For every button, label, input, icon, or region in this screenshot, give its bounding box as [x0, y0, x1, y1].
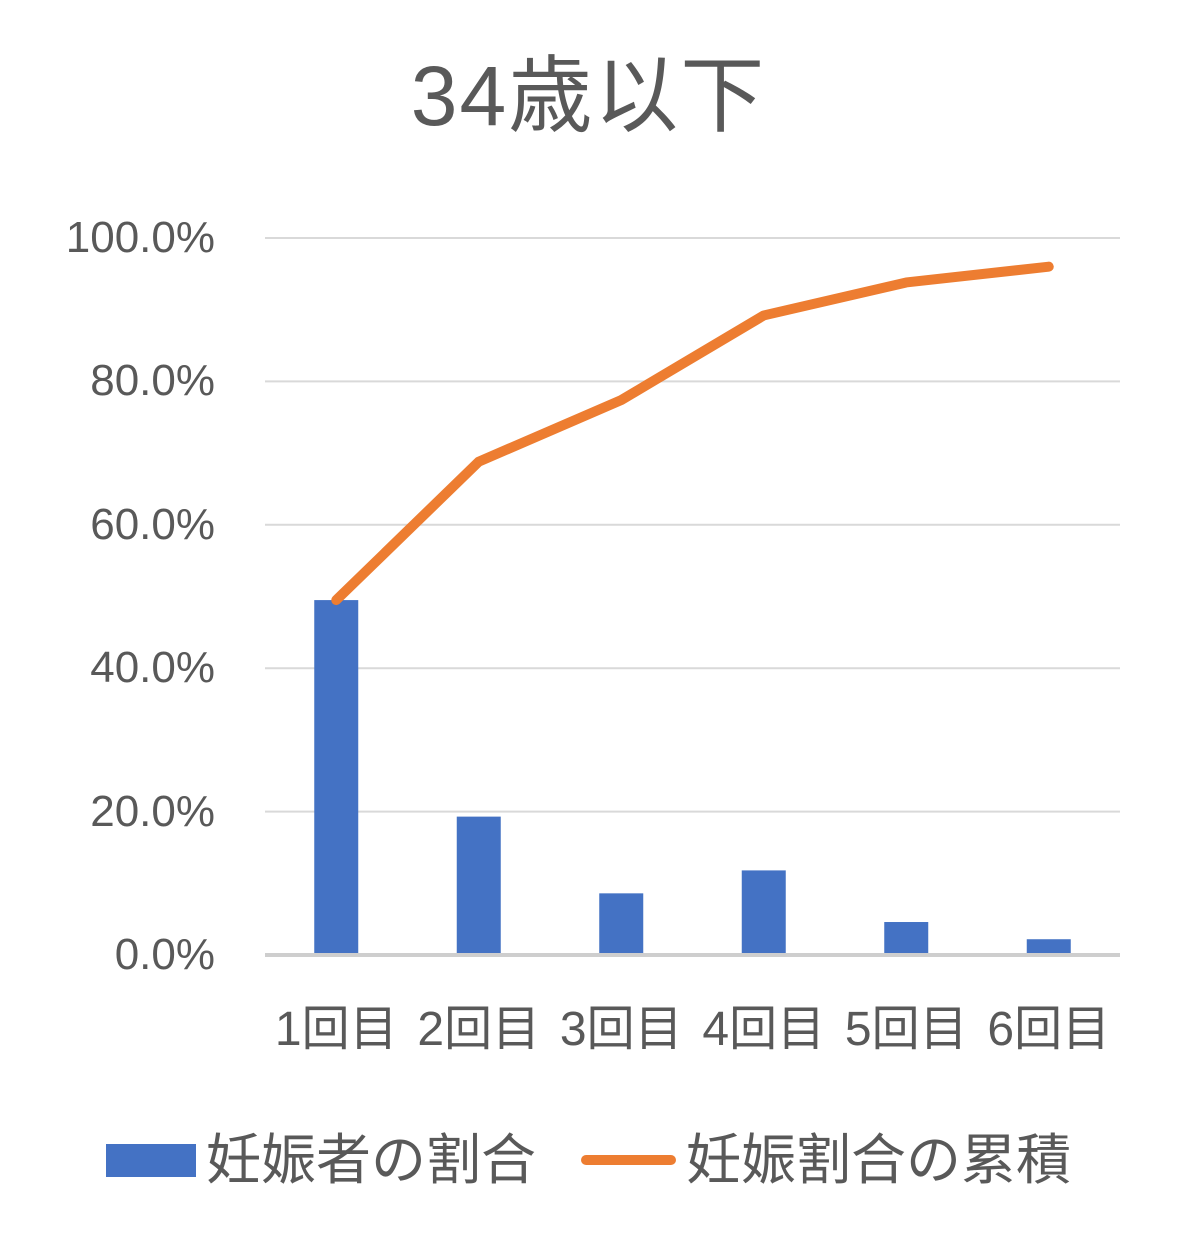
y-axis-tick-label: 80.0%: [90, 356, 215, 406]
y-axis: 0.0% 20.0% 40.0% 60.0% 80.0% 100.0%: [0, 0, 215, 1246]
y-axis-tick-label: 40.0%: [90, 643, 215, 693]
cumulative-line: [331, 261, 1054, 606]
bar-4回目: [741, 870, 786, 955]
bar-1回目: [314, 600, 359, 955]
x-axis-category-label: 3回目: [559, 1003, 683, 1056]
legend: 妊娠者の割合 妊娠割合の累積: [0, 1122, 1177, 1198]
chart-title: 34歳以下: [410, 49, 767, 143]
x-axis-category-label: 5回目: [844, 1003, 968, 1056]
legend-line-swatch-icon: [581, 1155, 676, 1165]
x-axis-category-label: 4回目: [702, 1003, 826, 1056]
legend-item-cumulative: 妊娠割合の累積: [581, 1122, 1071, 1198]
legend-label-cumulative: 妊娠割合の累積: [686, 1129, 1072, 1191]
x-axis-category-label: 6回目: [987, 1003, 1111, 1056]
legend-item-pregnancy-share: 妊娠者の割合: [105, 1122, 536, 1198]
bar-6回目: [1026, 939, 1071, 955]
x-axis-category-label: 2回目: [417, 1003, 541, 1056]
legend-label-pregnancy-share: 妊娠者の割合: [205, 1129, 536, 1191]
bar-5回目: [884, 922, 929, 955]
bar-2回目: [456, 816, 501, 955]
legend-bar-swatch-icon: [105, 1143, 196, 1177]
y-axis-tick-label: 0.0%: [114, 930, 215, 979]
y-axis-tick-label: 20.0%: [90, 786, 215, 836]
bar-3回目: [599, 893, 644, 955]
y-axis-tick-label: 100.0%: [65, 213, 215, 262]
x-axis: 1回目 2回目 3回目 4回目 5回目 6回目: [265, 995, 1120, 1065]
y-axis-tick-label: 60.0%: [90, 499, 215, 549]
x-axis-category-label: 1回目: [274, 1003, 398, 1056]
